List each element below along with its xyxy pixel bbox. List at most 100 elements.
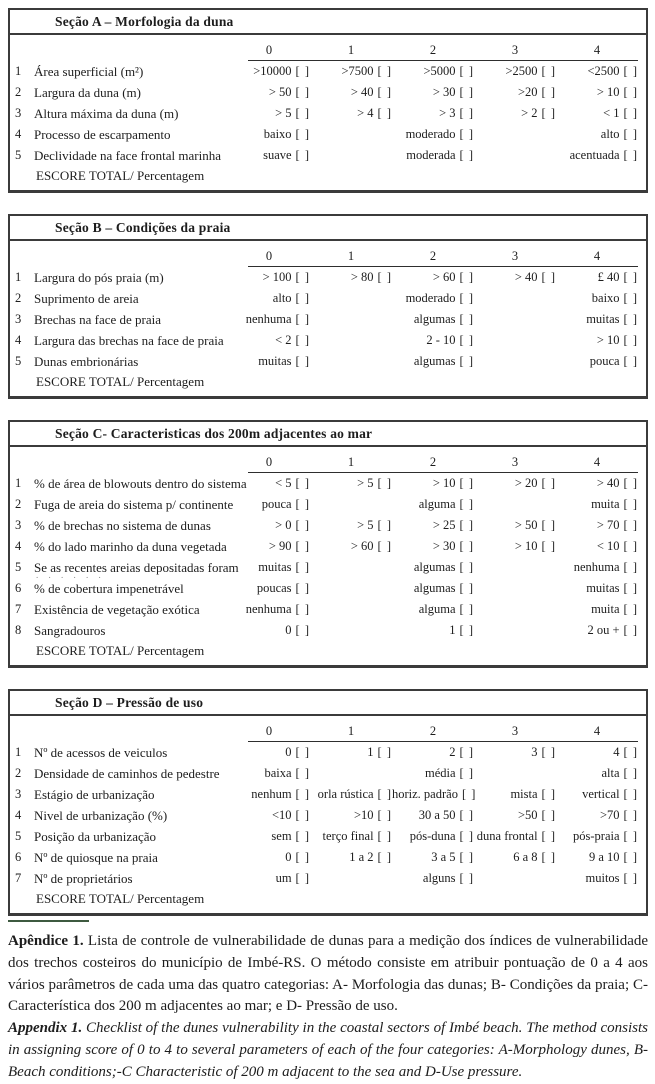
score-option-value: nenhuma: [573, 560, 620, 574]
score-cell: alguma[ ]: [392, 494, 474, 515]
row-number: 7: [15, 871, 22, 885]
score-cell: < 2[ ]: [228, 330, 310, 351]
score-column-header: 4: [593, 43, 601, 57]
checkbox: [ ]: [623, 291, 638, 305]
checkbox: [ ]: [623, 64, 638, 78]
row-number: 2: [15, 497, 22, 511]
checkbox: [ ]: [461, 787, 477, 801]
checkbox: [ ]: [459, 127, 474, 141]
score-option-value: algumas: [413, 354, 456, 368]
score-option-value: 0: [285, 623, 292, 637]
score-option-value: média: [425, 766, 456, 780]
parameter-label-cell: 1 Área superficial (m²): [12, 61, 228, 82]
score-option-value: alta: [601, 766, 620, 780]
score-cell: sem[ ]: [228, 826, 310, 847]
score-option-value: >20: [517, 85, 538, 99]
score-option-value: > 2: [521, 106, 538, 120]
parameter-label-cell: 6 Nº de quiosque na praia: [12, 847, 228, 868]
checkbox: [ ]: [459, 291, 474, 305]
row-number: 3: [15, 518, 22, 532]
score-cell: pouca[ ]: [556, 351, 638, 372]
checkbox: [ ]: [295, 476, 310, 490]
score-option-value: > 20: [514, 476, 538, 490]
score-cell: £ 40[ ]: [556, 267, 638, 288]
parameter-label-cell: 2 Largura da duna (m): [12, 82, 228, 103]
score-cell: >5000[ ]: [392, 61, 474, 82]
checkbox: [ ]: [377, 64, 392, 78]
score-option-value: > 70: [596, 518, 620, 532]
score-option-value: 9 a 10: [588, 850, 620, 864]
score-cell: 3 a 5[ ]: [392, 847, 474, 868]
score-cell: >50[ ]: [474, 805, 556, 826]
score-cell: algumas[ ]: [392, 557, 474, 578]
checkbox: [ ]: [541, 787, 556, 801]
score-cell: 0[ ]: [228, 620, 310, 641]
score-option-value: > 5: [357, 518, 374, 532]
score-cell: > 60[ ]: [310, 536, 392, 557]
score-cell: suave[ ]: [228, 145, 310, 166]
score-option-value: > 100: [262, 270, 292, 284]
parameter-label-cell: 1 Largura do pós praia (m): [12, 267, 228, 288]
score-cell: algumas[ ]: [392, 351, 474, 372]
checkbox: [ ]: [541, 270, 556, 284]
parameter-row: 3 Estágio de urbanização nenhum[ ] orla rús…: [12, 784, 638, 805]
parameter-row: 3 Altura máxima da duna (m) > 5[ ] > 4[ ] > …: [12, 103, 638, 124]
parameter-row: 4% do lado marinho da duna vegetada > 90[…: [12, 536, 638, 557]
checkbox: [ ]: [623, 106, 638, 120]
score-cell: muitos[ ]: [556, 868, 638, 889]
parameter-label-cell: 1 % de área de blowouts dentro do sistema: [12, 473, 247, 494]
row-label: Área superficial (m²): [34, 64, 144, 79]
checkbox: [ ]: [541, 829, 556, 843]
row-label: Nº de quiosque na praia: [34, 850, 158, 865]
row-number: 2: [15, 85, 22, 99]
checkbox: [ ]: [541, 518, 556, 532]
score-column-header: 3: [511, 249, 519, 263]
checkbox: [ ]: [459, 518, 474, 532]
score-cell: moderado[ ]: [392, 124, 474, 145]
score-option-value: >70: [599, 808, 620, 822]
checkbox: [ ]: [459, 581, 474, 595]
checkbox: [ ]: [377, 106, 392, 120]
score-option-value: pós-duna: [409, 829, 456, 843]
score-cell: > 50[ ]: [228, 82, 310, 103]
checkbox: [ ]: [623, 766, 638, 780]
score-cell: alta[ ]: [556, 763, 638, 784]
section-title: Seção B – Condições da praia: [10, 216, 646, 241]
score-option-value: > 80: [350, 270, 374, 284]
row-number: 3: [15, 106, 22, 120]
score-option-value: suave: [263, 148, 292, 162]
section-title: Seção C- Caracteristicas dos 200m adjace…: [10, 422, 646, 447]
score-cell: 4[ ]: [556, 742, 638, 763]
score-cell: > 10[ ]: [556, 330, 638, 351]
parameter-label-cell: 1 Nº de acessos de veiculos: [12, 742, 228, 763]
section-body: 0 1 2 3 4 1 Largura do pós praia (m) > 100[ ] > …: [10, 241, 646, 396]
score-option-value: 3 a 5: [431, 850, 456, 864]
checkbox: [ ]: [623, 333, 638, 347]
checkbox: [ ]: [623, 871, 638, 885]
checkbox: [ ]: [541, 106, 556, 120]
row-label: % de cobertura impenetrável: [34, 581, 184, 596]
checkbox: [ ]: [377, 518, 392, 532]
checkbox: [ ]: [295, 850, 310, 864]
parameter-row: 2 Fuga de areia do sistema p/ continente p…: [12, 494, 638, 515]
checkbox: [ ]: [623, 581, 638, 595]
checkbox: [ ]: [295, 539, 310, 553]
parameter-row: 2 Largura da duna (m) > 50[ ] > 40[ ] > 30[ …: [12, 82, 638, 103]
score-cell: pouca[ ]: [228, 494, 310, 515]
score-option-value: moderado: [405, 291, 456, 305]
caption-divider: [8, 920, 89, 922]
score-option-value: > 10: [514, 539, 538, 553]
checkbox: [ ]: [623, 312, 638, 326]
score-cell: 2 ou +[ ]: [556, 620, 638, 641]
score-column-header: 0: [265, 455, 273, 469]
score-option-value: moderada: [406, 148, 456, 162]
score-total-label: ESCORE TOTAL/ Percentagem: [36, 891, 205, 906]
checkbox: [ ]: [295, 518, 310, 532]
checkbox: [ ]: [623, 808, 638, 822]
checkbox: [ ]: [377, 787, 392, 801]
caption-label-en: Appendix 1.: [8, 1020, 83, 1037]
score-cell: muita[ ]: [556, 494, 638, 515]
score-column-header: 2: [429, 455, 437, 469]
caption-label-pt: Apêndice 1.: [8, 933, 84, 949]
score-option-value: poucas: [256, 581, 292, 595]
